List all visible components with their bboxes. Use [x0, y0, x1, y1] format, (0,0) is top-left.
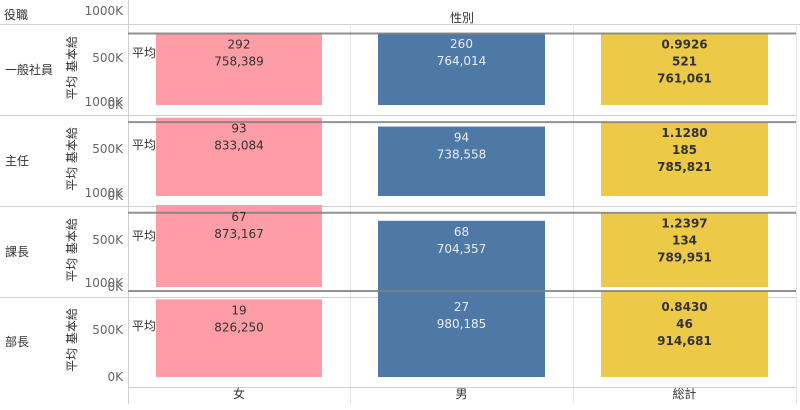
bar	[156, 204, 322, 287]
bar	[156, 299, 322, 377]
bar	[156, 33, 322, 105]
data-label: 0.9926	[661, 37, 707, 51]
x-tick-label: 女	[233, 386, 245, 401]
data-label: 873,167	[214, 227, 264, 241]
data-label: 185	[672, 143, 697, 157]
data-label: 93	[231, 122, 246, 136]
y-tick-label: 0K	[107, 98, 124, 112]
data-label: 521	[672, 54, 697, 68]
data-label: 1.1280	[661, 126, 707, 140]
data-label: 785,821	[657, 160, 712, 174]
bar	[378, 220, 545, 287]
y-tick-label: 500K	[92, 323, 124, 337]
data-label: 980,185	[437, 317, 487, 331]
y-axis-title: 平均 基本給	[65, 308, 79, 372]
y-axis-title: 平均 基本給	[65, 127, 79, 191]
data-label: 67	[231, 210, 246, 224]
bar	[378, 33, 545, 105]
row-header: 部長	[5, 334, 29, 349]
data-label: 758,389	[214, 55, 264, 69]
data-label: 0.8430	[661, 300, 707, 314]
reference-line-label: 平均	[132, 46, 156, 60]
row-header: 主任	[5, 154, 29, 168]
data-label: 914,681	[657, 334, 712, 348]
row-header: 一般社員	[5, 62, 53, 77]
data-label: 260	[450, 37, 473, 51]
row-header: 課長	[5, 244, 29, 259]
data-label: 19	[231, 303, 246, 317]
y-axis-title: 平均 基本給	[65, 36, 79, 100]
bar	[156, 117, 322, 196]
x-tick-label: 男	[455, 387, 467, 401]
y-tick-label: 1000K	[85, 186, 125, 200]
data-label: 68	[454, 225, 469, 239]
data-label: 46	[676, 317, 693, 331]
bar	[601, 212, 768, 287]
data-label: 833,084	[214, 139, 264, 153]
data-label: 94	[454, 131, 469, 145]
bar	[601, 122, 768, 196]
y-tick-label: 500K	[92, 51, 124, 65]
bar	[378, 284, 545, 377]
column-dimension-header: 性別	[450, 11, 475, 25]
y-axis-title: 平均 基本給	[65, 218, 79, 282]
data-label: 27	[454, 300, 469, 314]
bar	[601, 33, 768, 105]
y-tick-label: 1000K	[85, 4, 125, 18]
data-label: 789,951	[657, 251, 712, 265]
bar	[378, 126, 545, 196]
y-tick-label: 0K	[107, 189, 124, 203]
y-tick-label: 0K	[107, 280, 124, 294]
data-label: 1.2397	[661, 217, 707, 231]
y-tick-label: 500K	[92, 142, 124, 156]
x-tick-label: 総計	[672, 386, 696, 401]
y-tick-label: 1000K	[85, 276, 125, 290]
y-tick-label: 0K	[107, 370, 124, 384]
reference-line-label: 平均	[132, 229, 156, 243]
data-label: 764,014	[437, 54, 487, 68]
y-tick-label: 1000K	[85, 95, 125, 109]
data-label: 704,357	[437, 242, 487, 256]
reference-line-label: 平均	[132, 319, 156, 333]
data-label: 134	[672, 234, 697, 248]
y-tick-label: 500K	[92, 233, 124, 247]
row-dimension-header: 役職	[4, 8, 29, 22]
data-label: 826,250	[214, 320, 264, 334]
reference-line-label: 平均	[132, 138, 156, 152]
bar	[601, 291, 768, 377]
data-label: 761,061	[657, 71, 712, 85]
data-label: 738,558	[437, 148, 487, 162]
data-label: 292	[228, 38, 251, 52]
